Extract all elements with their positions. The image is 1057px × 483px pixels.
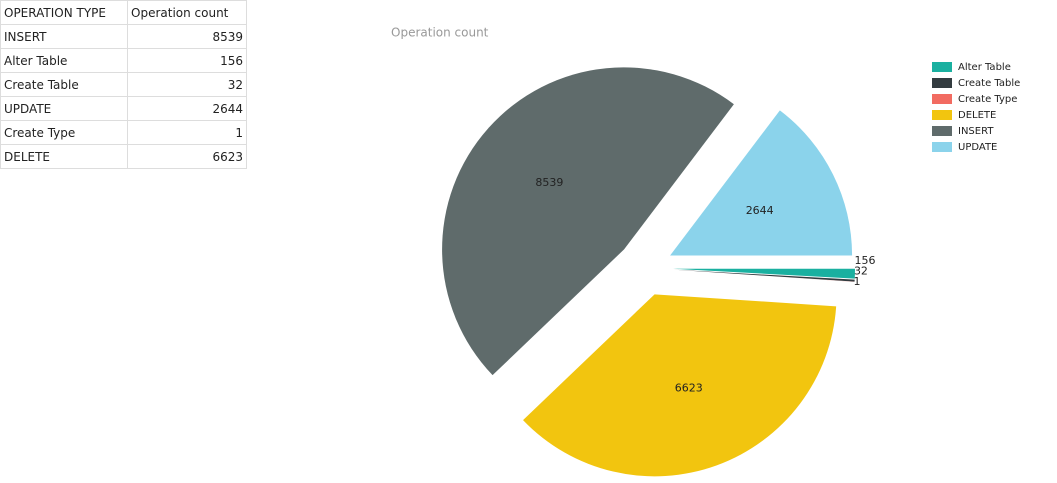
table-cell: UPDATE bbox=[0, 96, 128, 121]
legend-label: DELETE bbox=[958, 110, 996, 121]
pie-slice bbox=[523, 294, 837, 477]
table-cell: DELETE bbox=[0, 144, 128, 169]
table-row: Create Type 1 bbox=[0, 120, 247, 145]
data-table: OPERATION TYPE Operation count INSERT 853… bbox=[0, 0, 247, 169]
legend-label: Create Type bbox=[958, 94, 1017, 105]
pie-slice bbox=[672, 269, 855, 282]
table-row: Alter Table 156 bbox=[0, 48, 247, 73]
data-label: 156 bbox=[854, 254, 875, 267]
table-row: Create Table 32 bbox=[0, 72, 247, 97]
table-cell: 6623 bbox=[127, 144, 247, 169]
legend-label: UPDATE bbox=[958, 142, 997, 153]
legend-label: Create Table bbox=[958, 78, 1020, 89]
table-row: DELETE 6623 bbox=[0, 144, 247, 169]
legend-swatch bbox=[932, 110, 952, 120]
table-cell: 156 bbox=[127, 48, 247, 73]
data-label: 2644 bbox=[746, 204, 774, 217]
chart-title: Operation count bbox=[391, 26, 489, 40]
header-row: OPERATION TYPE Operation count bbox=[0, 0, 247, 25]
data-label: 1 bbox=[853, 275, 860, 288]
data-label: 32 bbox=[854, 265, 868, 278]
table-cell: 2644 bbox=[127, 96, 247, 121]
data-label: 6623 bbox=[675, 381, 703, 394]
legend-swatch bbox=[932, 142, 952, 152]
pie-slice bbox=[672, 269, 855, 282]
table-cell: 8539 bbox=[127, 24, 247, 49]
legend-label: INSERT bbox=[958, 126, 994, 137]
table-row: UPDATE 2644 bbox=[0, 96, 247, 121]
data-label: 8539 bbox=[535, 176, 563, 189]
legend-label: Alter Table bbox=[958, 62, 1011, 73]
table-cell: 32 bbox=[127, 72, 247, 97]
pie-slice bbox=[672, 268, 855, 279]
legend-swatch bbox=[932, 94, 952, 104]
header-cell[interactable]: Operation count bbox=[127, 0, 247, 25]
pie-slice bbox=[442, 67, 734, 376]
table-cell: Create Type bbox=[0, 120, 128, 145]
legend-swatch bbox=[932, 126, 952, 136]
legend-swatch bbox=[932, 78, 952, 88]
header-cell[interactable]: OPERATION TYPE bbox=[0, 0, 128, 25]
pie-slice bbox=[670, 110, 853, 256]
table-cell: Create Table bbox=[0, 72, 128, 97]
legend-swatch bbox=[932, 62, 952, 72]
